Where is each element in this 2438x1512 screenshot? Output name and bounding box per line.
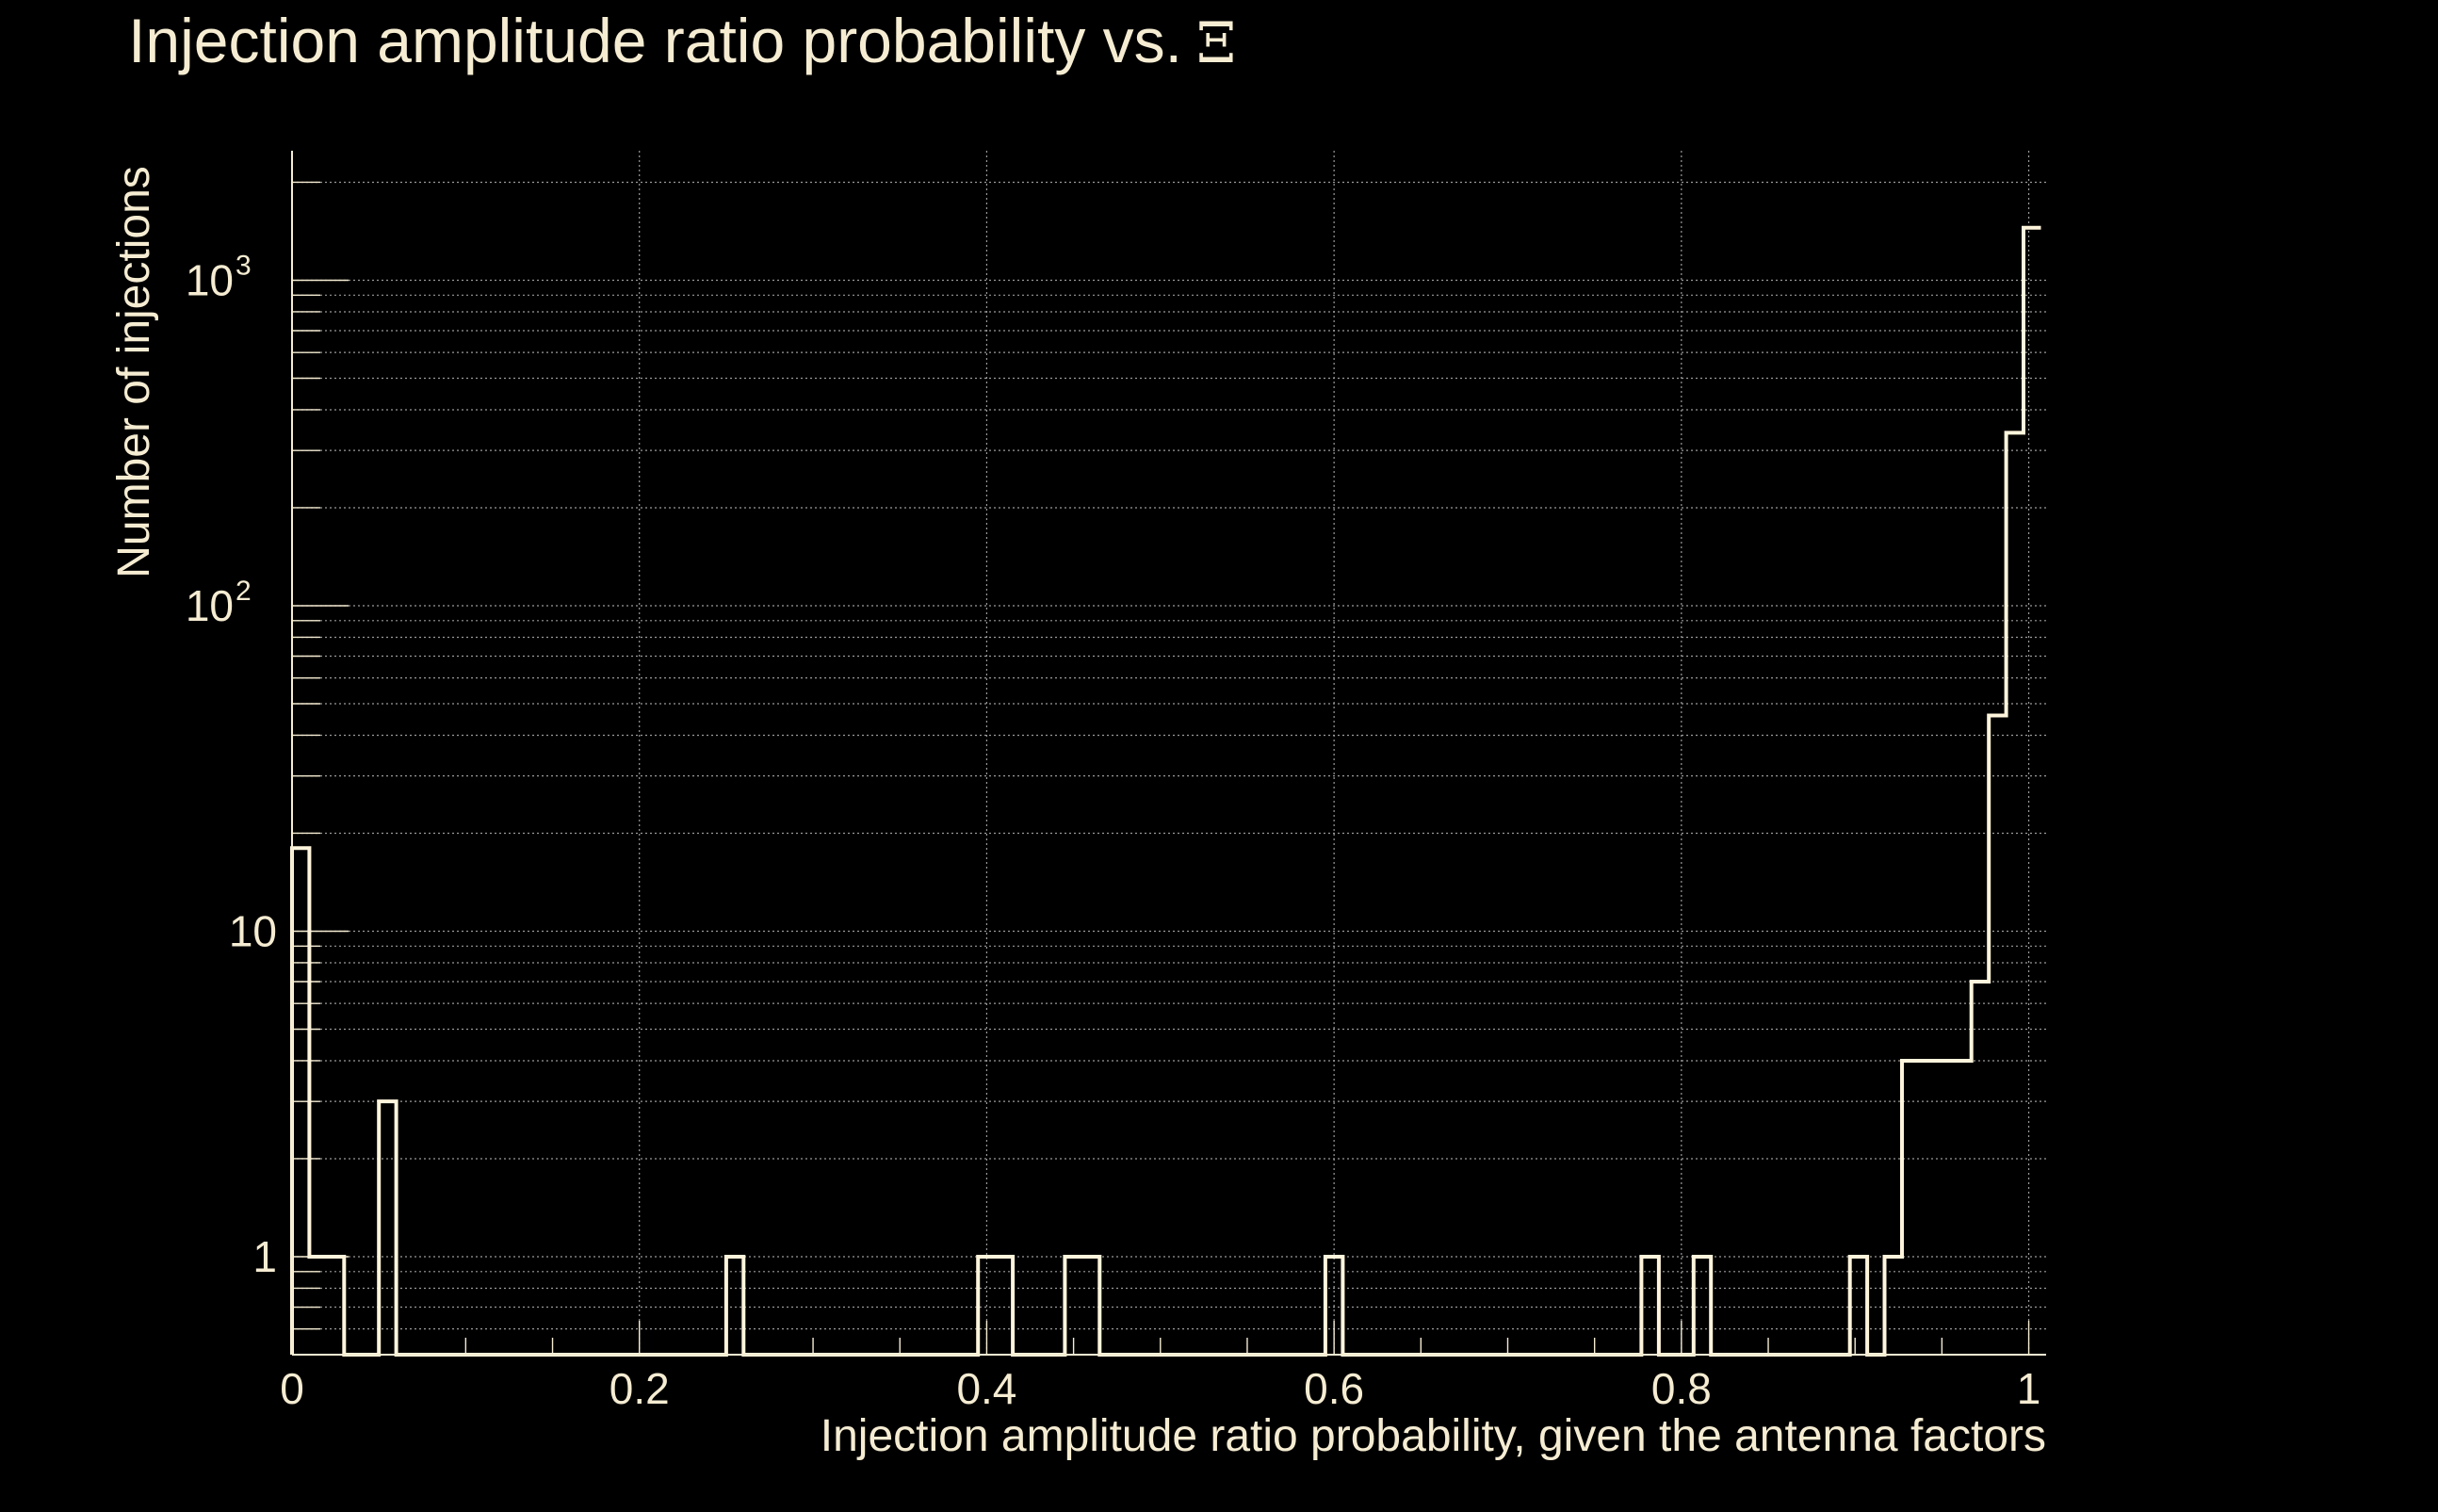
x-tick-label: 1 (2017, 1364, 2041, 1413)
x-tick-label: 0.2 (610, 1364, 670, 1413)
chart-title-symbol: Ξ (1196, 10, 1236, 76)
y-tick-label-exponent: 2 (236, 576, 252, 607)
y-tick-label: 1 (252, 1232, 277, 1281)
y-tick-label: 10 (186, 581, 234, 630)
x-axis-label: Injection amplitude ratio probability, g… (821, 1411, 2046, 1461)
x-tick-label: 0.4 (956, 1364, 1016, 1413)
x-tick-label: 0 (280, 1364, 304, 1413)
y-tick-label: 10 (186, 255, 234, 304)
y-tick-label: 10 (229, 906, 277, 955)
x-tick-label: 0.6 (1304, 1364, 1364, 1413)
x-tick-label: 0.8 (1651, 1364, 1712, 1413)
y-axis-label: Number of injections (109, 166, 159, 578)
chart-title: Injection amplitude ratio probability vs… (128, 6, 1182, 75)
y-tick-label-exponent: 3 (236, 250, 252, 281)
grid-lines (291, 151, 2046, 1356)
axes (291, 151, 2046, 1356)
